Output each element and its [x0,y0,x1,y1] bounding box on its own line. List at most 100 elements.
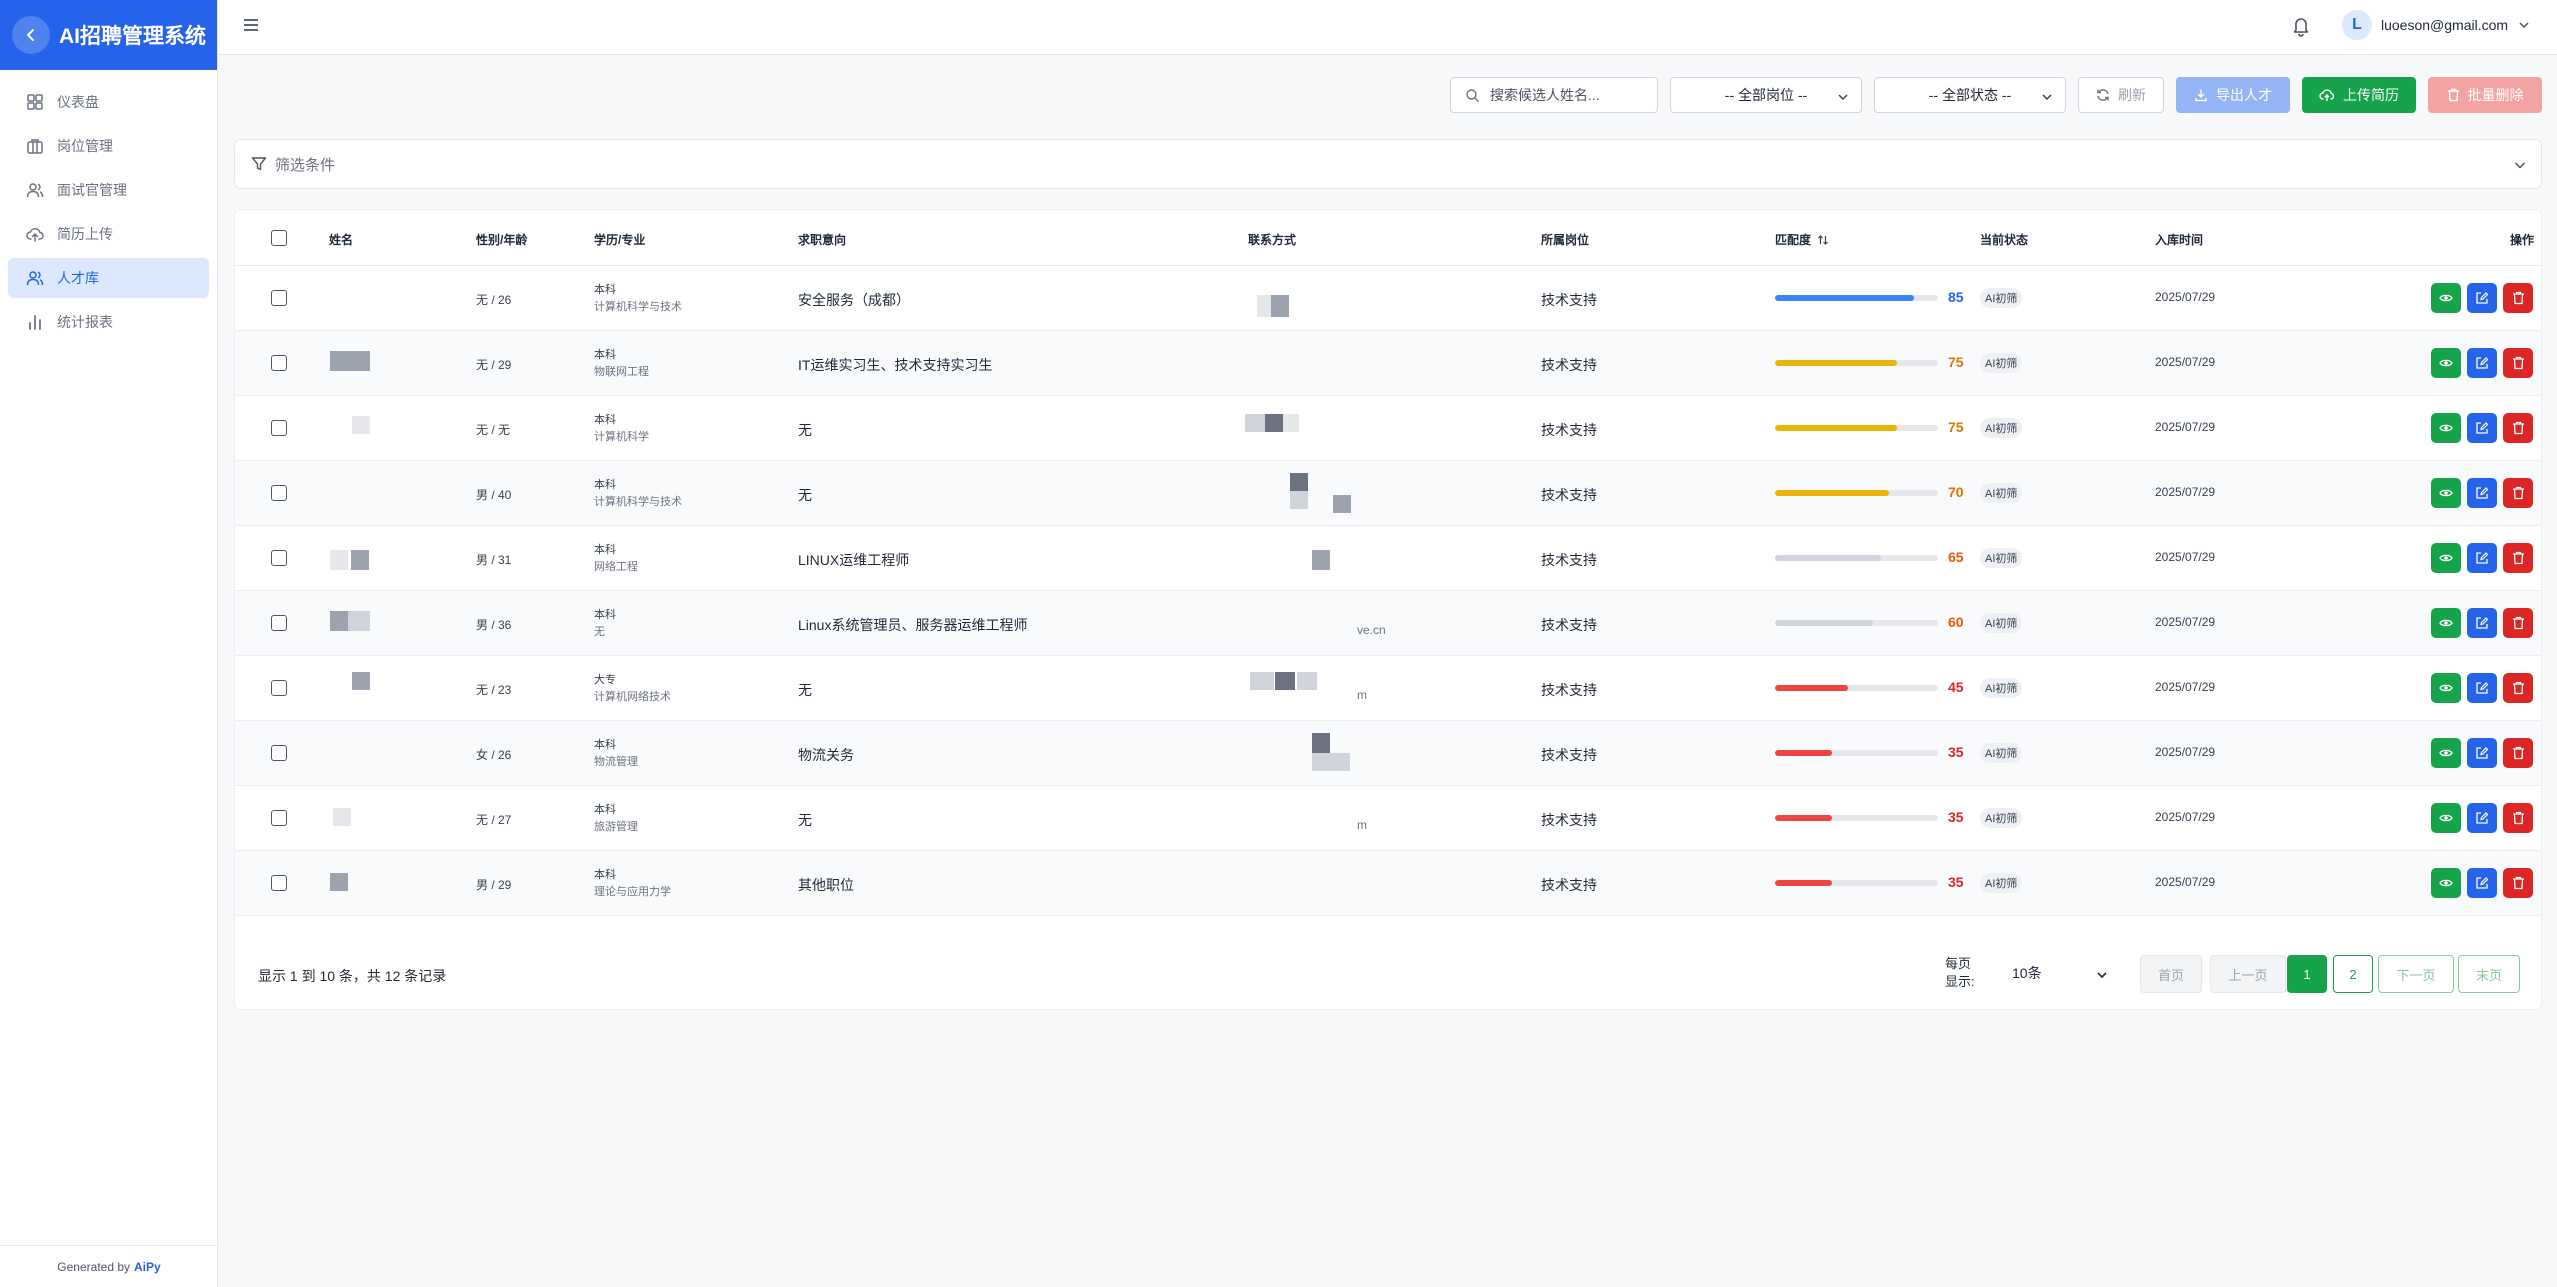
col-status: 当前状态 [1980,233,2029,247]
match-bar [1775,880,1938,886]
notifications-button[interactable] [2291,15,2311,42]
view-button[interactable] [2431,738,2461,768]
view-button[interactable] [2431,543,2461,573]
cell-intent: IT运维实习生、技术支持实习生 [798,357,993,373]
match-bar [1775,360,1938,366]
view-button[interactable] [2431,868,2461,898]
redacted-contact [1297,672,1317,690]
cell-degree: 本科 [594,544,616,556]
view-button[interactable] [2431,803,2461,833]
user-menu[interactable]: L luoeson@gmail.com [2342,10,2530,40]
row-checkbox[interactable] [271,355,287,371]
avatar: L [2342,10,2372,40]
export-label: 导出人才 [2216,87,2272,103]
refresh-icon [2097,89,2109,101]
status-filter-select[interactable]: -- 全部状态 -- [1874,77,2066,113]
sidebar-item-label: 统计报表 [57,314,113,330]
view-button[interactable] [2431,608,2461,638]
sidebar-item-reports[interactable]: 统计报表 [8,302,209,342]
upload-resume-button[interactable]: 上传简历 [2302,77,2416,113]
delete-button[interactable] [2503,478,2533,508]
edit-button[interactable] [2467,673,2497,703]
cell-date: 2025/07/29 [2155,355,2216,369]
match-bar-fill [1775,360,1898,366]
redacted-name [330,873,348,891]
last-page-button[interactable]: 末页 [2458,955,2520,993]
per-page-label: 每页 显示: [1945,956,1975,989]
search-box[interactable] [1450,77,1658,113]
cell-major: 网络工程 [594,561,638,573]
sidebar-item-dashboard[interactable]: 仪表盘 [8,82,209,122]
sidebar-item-interviewers[interactable]: 面试官管理 [8,170,209,210]
edit-button[interactable] [2467,348,2497,378]
redacted-contact [1257,295,1271,317]
row-checkbox[interactable] [271,875,287,891]
row-checkbox[interactable] [271,290,287,306]
cell-intent: 无 [798,422,812,438]
view-button[interactable] [2431,348,2461,378]
edit-button[interactable] [2467,868,2497,898]
delete-button[interactable] [2503,738,2533,768]
page-1-button[interactable]: 1 [2287,955,2327,993]
eye-icon [2439,554,2453,562]
delete-button[interactable] [2503,608,2533,638]
chevron-down-icon [2042,94,2052,101]
col-match-sortable[interactable]: 匹配度 [1775,231,1829,248]
cell-position: 技术支持 [1541,552,1597,568]
col-contact: 联系方式 [1248,233,1297,247]
edit-button[interactable] [2467,478,2497,508]
collapse-sidebar-button[interactable] [12,16,50,54]
filter-panel-toggle[interactable]: 筛选条件 [234,139,2542,189]
cell-date: 2025/07/29 [2155,485,2216,499]
export-talent-button[interactable]: 导出人才 [2176,77,2290,113]
per-page-select[interactable]: 10条 [2000,956,2118,990]
delete-button[interactable] [2503,868,2533,898]
batch-delete-button[interactable]: 批量删除 [2428,77,2542,113]
row-checkbox[interactable] [271,745,287,761]
refresh-button[interactable]: 刷新 [2078,77,2164,113]
delete-button[interactable] [2503,543,2533,573]
view-button[interactable] [2431,283,2461,313]
redacted-contact [1290,473,1308,491]
row-checkbox[interactable] [271,420,287,436]
cell-contact-tail: m [1357,688,1367,702]
match-score: 85 [1948,289,1964,305]
delete-button[interactable] [2503,283,2533,313]
redacted-contact [1290,491,1308,509]
edit-button[interactable] [2467,543,2497,573]
delete-button[interactable] [2503,803,2533,833]
edit-button[interactable] [2467,413,2497,443]
row-checkbox[interactable] [271,615,287,631]
select-all-checkbox[interactable] [271,230,287,246]
delete-button[interactable] [2503,673,2533,703]
sidebar-item-positions[interactable]: 岗位管理 [8,126,209,166]
row-checkbox[interactable] [271,485,287,501]
sidebar-item-resume-upload[interactable]: 简历上传 [8,214,209,254]
edit-button[interactable] [2467,738,2497,768]
row-checkbox[interactable] [271,680,287,696]
delete-button[interactable] [2503,413,2533,443]
edit-button[interactable] [2467,283,2497,313]
view-button[interactable] [2431,478,2461,508]
edit-button[interactable] [2467,803,2497,833]
page-2-button[interactable]: 2 [2333,955,2373,993]
row-checkbox[interactable] [271,550,287,566]
bell-icon [2293,18,2309,37]
next-page-button[interactable]: 下一页 [2378,955,2454,993]
row-checkbox[interactable] [271,810,287,826]
menu-toggle-button[interactable] [242,16,260,39]
redacted-contact [1283,414,1299,432]
trash-icon [2512,811,2524,825]
delete-button[interactable] [2503,348,2533,378]
view-button[interactable] [2431,413,2461,443]
position-filter-select[interactable]: -- 全部岗位 -- [1670,77,1862,113]
first-page-button[interactable]: 首页 [2140,955,2202,993]
view-button[interactable] [2431,673,2461,703]
edit-button[interactable] [2467,608,2497,638]
prev-page-button[interactable]: 上一页 [2210,955,2286,993]
sidebar-item-talent-pool[interactable]: 人才库 [8,258,209,298]
match-score: 35 [1948,744,1964,760]
match-bar-fill [1775,490,1890,496]
search-input[interactable] [1490,87,1640,103]
generated-by-brand[interactable]: AiPy [134,1259,161,1274]
